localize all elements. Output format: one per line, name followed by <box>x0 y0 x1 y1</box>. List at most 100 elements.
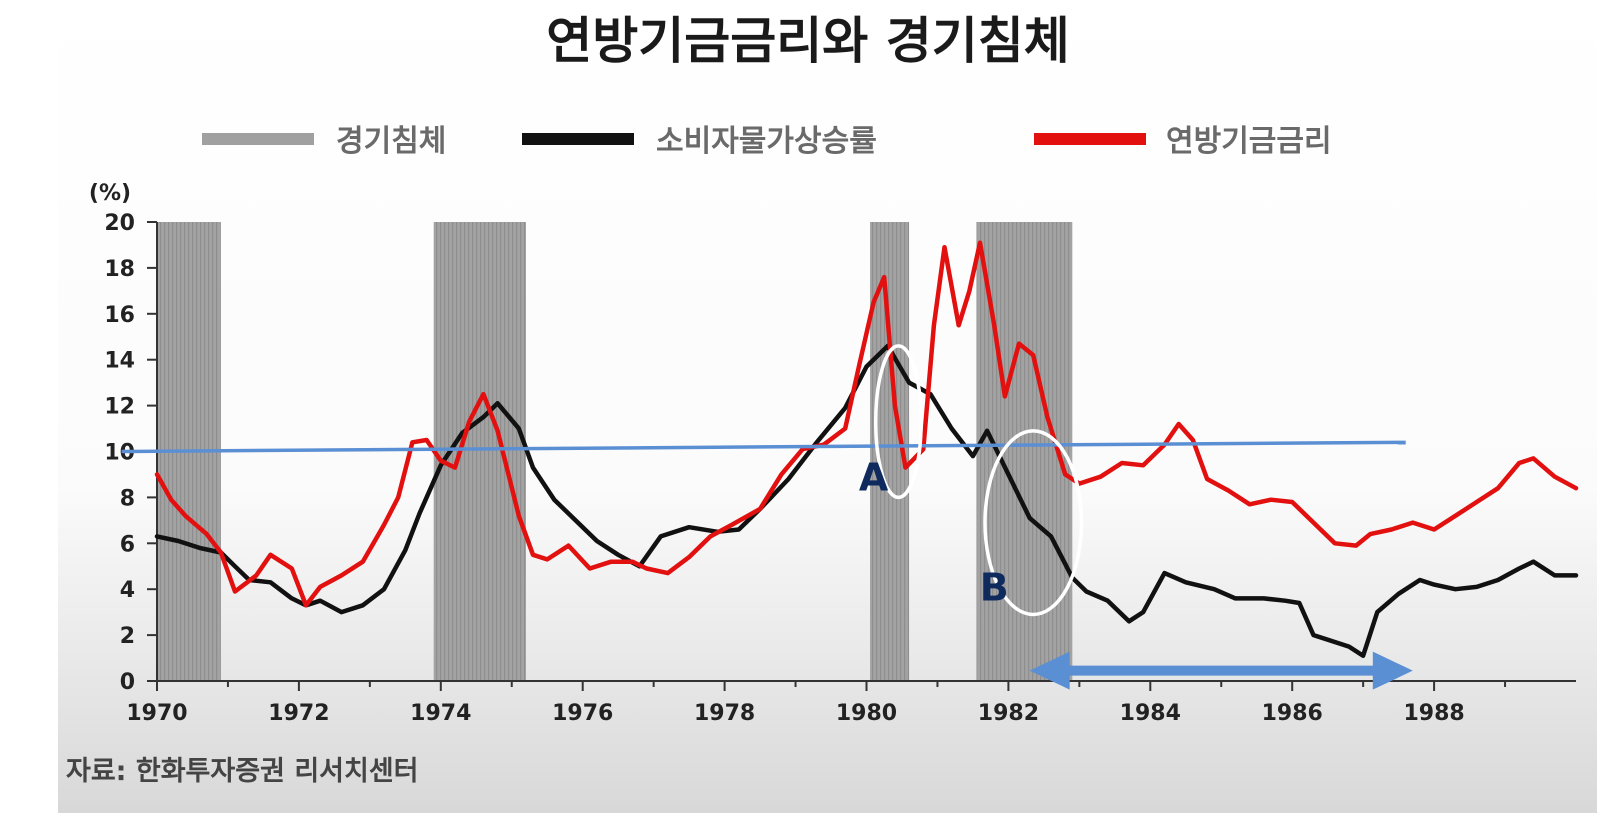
x-tick-label-1976: 1976 <box>552 701 613 726</box>
series-1-point-68 <box>1312 521 1315 524</box>
legend: 경기침체 소비자물가상승률 연방기금금리 <box>202 124 1332 159</box>
chart-background <box>58 0 1597 813</box>
series-1-point-42 <box>893 404 896 407</box>
series-0-point-23 <box>595 540 598 543</box>
series-1-point-17 <box>439 459 442 462</box>
series-1-point-53 <box>1032 354 1035 357</box>
series-1-point-49 <box>979 241 982 244</box>
legend-label-cpi: 소비자물가상승률 <box>656 124 877 159</box>
series-0-point-60 <box>1376 611 1379 614</box>
series-0-point-32 <box>815 441 818 444</box>
y-tick-label-14: 14 <box>104 349 135 374</box>
reference-line <box>121 440 1406 454</box>
y-tick-label-18: 18 <box>104 257 135 282</box>
series-0-point-31 <box>787 478 790 481</box>
x-tick-label-1988: 1988 <box>1403 701 1464 726</box>
series-0-point-69 <box>1553 574 1556 577</box>
series-1-point-50 <box>993 324 996 327</box>
series-1-point-34 <box>759 507 762 510</box>
y-tick-label-16: 16 <box>104 303 135 328</box>
series-0-point-19 <box>517 427 520 430</box>
series-1-point-33 <box>730 523 733 526</box>
series-1-point-28 <box>631 560 634 563</box>
series-0-point-64 <box>1454 588 1457 591</box>
y-tick-label-0: 0 <box>120 670 135 695</box>
data-series <box>154 240 1579 659</box>
series-0-point-26 <box>659 535 662 538</box>
series-1-point-47 <box>957 324 960 327</box>
series-1-point-59 <box>1142 464 1145 467</box>
series-0-point-62 <box>1418 579 1421 582</box>
series-1-point-45 <box>932 324 935 327</box>
series-1-point-63 <box>1206 478 1209 481</box>
y-tick-label-20: 20 <box>104 211 135 236</box>
series-1-point-24 <box>546 558 549 561</box>
series-0-point-27 <box>688 526 691 529</box>
series-0-point-49 <box>1163 572 1166 575</box>
annotation-overlays: AB <box>121 344 1413 690</box>
series-0-point-24 <box>617 553 620 556</box>
x-tick-label-1974: 1974 <box>410 701 471 726</box>
legend-swatch-cpi <box>522 133 634 145</box>
series-1-point-75 <box>1454 514 1457 517</box>
series-1-point-19 <box>468 420 471 423</box>
series-0-point-18 <box>496 402 499 405</box>
series-0-point-52 <box>1234 597 1237 600</box>
legend-swatch-fed-funds <box>1034 133 1146 145</box>
series-0-point-34 <box>865 365 868 368</box>
series-0-point-22 <box>574 519 577 522</box>
series-1-point-10 <box>319 585 322 588</box>
series-0-point-10 <box>340 611 343 614</box>
series-1-point-51 <box>1003 395 1006 398</box>
x-tick-label-1978: 1978 <box>694 701 755 726</box>
series-1-point-40 <box>872 301 875 304</box>
series-1-point-55 <box>1064 473 1067 476</box>
series-1-point-31 <box>688 556 691 559</box>
series-0-point-50 <box>1184 581 1187 584</box>
series-1-point-43 <box>904 466 907 469</box>
series-1-point-41 <box>883 276 886 279</box>
series-1-point-15 <box>411 441 414 444</box>
series-0-point-7 <box>290 597 293 600</box>
double-arrow-head-right <box>1372 651 1413 690</box>
y-tick-label-6: 6 <box>120 532 135 557</box>
highlight-ellipse-1 <box>983 429 1084 617</box>
series-0-point-46 <box>1106 599 1109 602</box>
series-1-point-7 <box>269 553 272 556</box>
series-0-point-59 <box>1362 654 1365 657</box>
series-1-point-72 <box>1390 528 1393 531</box>
series-1-point-35 <box>780 473 783 476</box>
series-1-point-62 <box>1191 439 1194 442</box>
series-0-point-54 <box>1284 599 1287 602</box>
series-1-point-9 <box>304 604 307 607</box>
series-1-point-30 <box>666 572 669 575</box>
series-line-1 <box>154 240 1579 608</box>
series-0-point-41 <box>1007 473 1010 476</box>
series-1-point-64 <box>1227 489 1230 492</box>
x-tick-label-1972: 1972 <box>268 701 329 726</box>
series-1-point-27 <box>610 560 613 563</box>
series-1-point-2 <box>184 514 187 517</box>
annotation-label-b: B <box>980 566 1009 610</box>
series-0-point-4 <box>234 565 237 568</box>
series-0-point-33 <box>844 406 847 409</box>
series-0-point-17 <box>482 416 485 419</box>
series-0-point-40 <box>986 429 989 432</box>
y-tick-label-12: 12 <box>104 395 135 420</box>
series-1-point-54 <box>1046 416 1049 419</box>
series-0-point-39 <box>971 455 974 458</box>
series-0-point-66 <box>1496 579 1499 582</box>
series-1-point-39 <box>858 363 861 366</box>
chart-title: 연방기금금리와 경기침체 <box>546 12 1069 70</box>
series-1-point-70 <box>1355 544 1358 547</box>
series-1-point-38 <box>844 427 847 430</box>
legend-label-recession: 경기침체 <box>336 124 446 159</box>
series-0-point-51 <box>1213 588 1216 591</box>
series-0-point-42 <box>1028 517 1031 520</box>
series-1-point-44 <box>922 448 925 451</box>
series-0-point-70 <box>1575 574 1578 577</box>
series-0-point-57 <box>1333 640 1336 643</box>
y-tick-label-4: 4 <box>120 578 135 603</box>
series-0-point-11 <box>361 604 364 607</box>
